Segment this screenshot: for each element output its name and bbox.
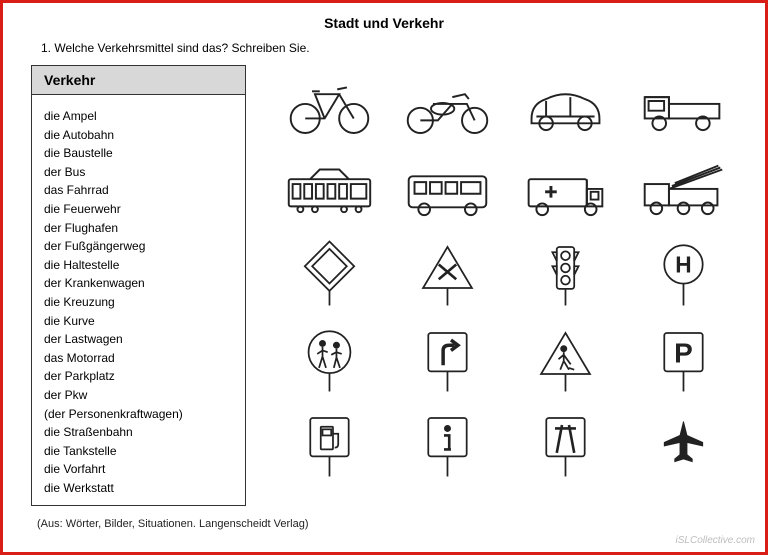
airport-sign-icon <box>629 407 737 485</box>
autobahn-sign-icon <box>512 407 620 485</box>
vocab-box: Verkehr die Ampel die Autobahn die Baust… <box>31 65 246 506</box>
svg-text:P: P <box>674 337 693 368</box>
vocab-item: der Krankenwagen <box>44 274 233 293</box>
arrow-sign-icon <box>394 322 502 400</box>
bus-icon <box>394 151 502 229</box>
watermark-text: iSLCollective.com <box>676 535 755 546</box>
vocab-item: die Feuerwehr <box>44 200 233 219</box>
vocab-item: der Flughafen <box>44 219 233 238</box>
page-title: Stadt und Verkehr <box>31 15 737 31</box>
vocab-list: die Ampel die Autobahn die Baustelle der… <box>32 95 245 505</box>
vocab-item: die Vorfahrt <box>44 460 233 479</box>
vocab-item: die Haltestelle <box>44 256 233 275</box>
truck-icon <box>629 65 737 143</box>
pedestrian-sign-icon <box>276 322 384 400</box>
ambulance-icon <box>512 151 620 229</box>
svg-text:H: H <box>675 251 691 277</box>
info-sign-icon <box>394 407 502 485</box>
motorcycle-icon <box>394 65 502 143</box>
worksheet-page: Stadt und Verkehr 1. Welche Verkehrsmitt… <box>0 0 768 555</box>
vocab-item: die Kreuzung <box>44 293 233 312</box>
vocab-item: (der Personenkraftwagen) <box>44 405 233 424</box>
tram-icon <box>276 151 384 229</box>
instruction-text: 1. Welche Verkehrsmittel sind das? Schre… <box>41 41 737 55</box>
image-grid: H P <box>276 65 737 485</box>
vocab-item: die Kurve <box>44 312 233 331</box>
roadwork-sign-icon <box>512 322 620 400</box>
vocab-item: die Werkstatt <box>44 479 233 498</box>
vocab-item: der Pkw <box>44 386 233 405</box>
vocab-item: der Bus <box>44 163 233 182</box>
diamond-sign-icon <box>276 236 384 314</box>
content-row: Verkehr die Ampel die Autobahn die Baust… <box>31 65 737 506</box>
vocab-item: die Tankstelle <box>44 442 233 461</box>
vocab-item: die Baustelle <box>44 144 233 163</box>
vocab-item: der Lastwagen <box>44 330 233 349</box>
vocab-item: der Parkplatz <box>44 367 233 386</box>
x-sign-icon <box>394 236 502 314</box>
source-citation: (Aus: Wörter, Bilder, Situationen. Lange… <box>37 518 737 530</box>
vocab-header: Verkehr <box>32 66 245 95</box>
vocab-item: die Ampel <box>44 107 233 126</box>
parking-sign-icon: P <box>629 322 737 400</box>
vocab-item: die Autobahn <box>44 126 233 145</box>
traffic-light-icon <box>512 236 620 314</box>
vocab-item: das Fahrrad <box>44 181 233 200</box>
vocab-item: die Straßenbahn <box>44 423 233 442</box>
vocab-item: der Fußgängerweg <box>44 237 233 256</box>
vocab-item: das Motorrad <box>44 349 233 368</box>
gas-pump-sign-icon <box>276 407 384 485</box>
car-icon <box>512 65 620 143</box>
bus-stop-icon: H <box>629 236 737 314</box>
bicycle-icon <box>276 65 384 143</box>
firetruck-icon <box>629 151 737 229</box>
